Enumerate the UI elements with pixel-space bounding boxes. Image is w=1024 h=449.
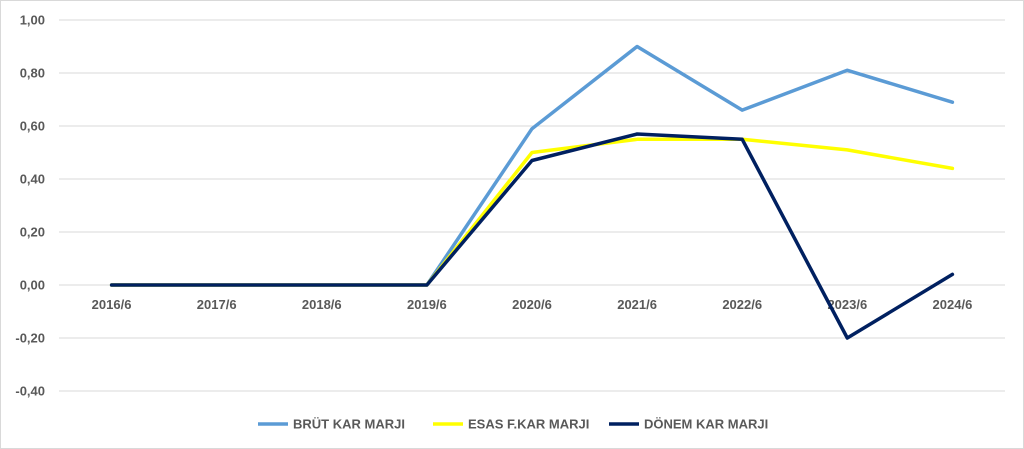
x-axis-tick-labels: 2016/6 2017/6 2018/6 2019/6 2020/6 2021/6 2022… — [92, 297, 973, 312]
y-axis-tick-labels: 1,00 0,80 0,60 0,40 0,20 0,00 -0,20 -0,40 — [15, 13, 45, 399]
series-line-3 — [109, 132, 955, 340]
legend-label: DÖNEM KAR MARJI — [644, 417, 768, 432]
y-tick-label: -0,40 — [15, 384, 45, 399]
legend-label: ESAS F.KAR MARJI — [468, 417, 589, 432]
x-tick-label: 2024/6 — [933, 297, 973, 312]
legend: BRÜT KAR MARJI ESAS F.KAR MARJI DÖNEM KAR … — [258, 417, 768, 432]
series-lines — [109, 44, 955, 340]
y-tick-label: 0,20 — [20, 225, 45, 240]
x-tick-label: 2018/6 — [302, 297, 342, 312]
legend-entry: DÖNEM KAR MARJI — [609, 417, 768, 432]
x-tick-label: 2021/6 — [617, 297, 657, 312]
y-tick-label: -0,20 — [15, 331, 45, 346]
x-tick-label: 2019/6 — [407, 297, 447, 312]
x-tick-label: 2022/6 — [722, 297, 762, 312]
legend-label: BRÜT KAR MARJI — [293, 417, 405, 432]
y-tick-label: 0,00 — [20, 278, 45, 293]
x-tick-label: 2016/6 — [92, 297, 132, 312]
y-tick-label: 0,80 — [20, 66, 45, 81]
y-tick-label: 0,60 — [20, 119, 45, 134]
legend-entry: BRÜT KAR MARJI — [258, 417, 405, 432]
x-tick-label: 2020/6 — [512, 297, 552, 312]
series-line-1 — [109, 44, 955, 287]
legend-entry: ESAS F.KAR MARJI — [433, 417, 589, 432]
x-tick-label: 2017/6 — [197, 297, 237, 312]
y-tick-label: 1,00 — [20, 13, 45, 28]
y-tick-label: 0,40 — [20, 172, 45, 187]
x-tick-label: 2023/6 — [827, 297, 867, 312]
